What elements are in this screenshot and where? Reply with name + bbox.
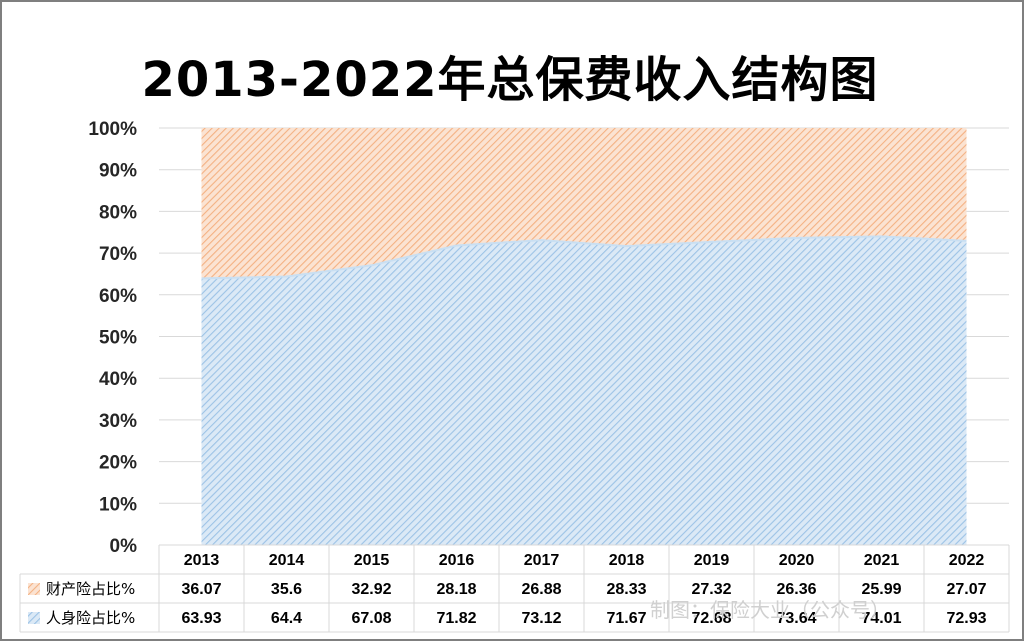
- table-cell: 28.33: [606, 581, 646, 598]
- table-cell: 72.68: [691, 610, 731, 627]
- series-boundary-line: [201, 235, 967, 280]
- area-layer: [201, 128, 967, 545]
- table-cell: 32.92: [351, 581, 391, 598]
- x-category-label: 2021: [864, 552, 900, 569]
- legend-label: 人身险占比%: [46, 609, 135, 627]
- data-table: 2013 2014 2015 2016 2017 2018 2019 2020 2021 2022…: [19, 544, 1010, 633]
- x-category-label: 2015: [354, 552, 390, 569]
- table-cell: 36.07: [181, 581, 221, 598]
- chart-title: 2013-2022年总保费收入结构图: [141, 52, 879, 108]
- table-cell: 25.99: [861, 581, 901, 598]
- area-series-人身险占比%: [201, 236, 967, 545]
- table-cell: 67.08: [351, 610, 391, 627]
- table-cell: 35.6: [271, 581, 302, 598]
- table-cell: 27.32: [691, 581, 731, 598]
- table-cell: 73.64: [776, 610, 816, 627]
- table-cell: 63.93: [181, 610, 221, 627]
- x-category-label: 2017: [524, 552, 560, 569]
- y-tick-label: 60%: [99, 286, 137, 307]
- table-cell: 64.4: [271, 610, 302, 627]
- y-tick-label: 80%: [99, 202, 137, 223]
- y-tick-label: 70%: [99, 244, 137, 265]
- x-category-label: 2020: [779, 552, 815, 569]
- table-cell: 74.01: [861, 610, 901, 627]
- legend-label: 财产险占比%: [46, 580, 135, 598]
- table-cell: 27.07: [946, 581, 986, 598]
- x-category-label: 2014: [269, 552, 305, 569]
- y-tick-label: 20%: [99, 453, 137, 474]
- x-category-label: 2013: [184, 552, 220, 569]
- x-category-label: 2022: [949, 552, 985, 569]
- y-axis: 0% 10% 20% 30% 40% 50% 60% 70% 80% 90% 100%: [88, 119, 137, 557]
- y-tick-label: 50%: [99, 328, 137, 349]
- table-cell: 71.82: [436, 610, 476, 627]
- y-tick-label: 100%: [88, 119, 137, 140]
- y-tick-label: 30%: [99, 411, 137, 432]
- table-cell: 72.93: [946, 610, 986, 627]
- table-cell: 28.18: [436, 581, 476, 598]
- x-category-label: 2018: [609, 552, 645, 569]
- x-category-label: 2016: [439, 552, 475, 569]
- legend-key-人身险占比%: [28, 612, 40, 624]
- y-tick-label: 40%: [99, 369, 137, 390]
- watermark: 制图：保险大业（公众号）: [650, 598, 890, 622]
- area-series-财产险占比%: [201, 128, 967, 279]
- y-tick-label: 0%: [110, 536, 138, 557]
- table-cell: 73.12: [521, 610, 561, 627]
- table-cell: 26.36: [776, 581, 816, 598]
- legend-key-财产险占比%: [28, 583, 40, 595]
- y-tick-label: 10%: [99, 494, 137, 515]
- x-category-label: 2019: [694, 552, 730, 569]
- table-cell: 26.88: [521, 581, 561, 598]
- y-tick-label: 90%: [99, 161, 137, 182]
- table-cell: 71.67: [606, 610, 646, 627]
